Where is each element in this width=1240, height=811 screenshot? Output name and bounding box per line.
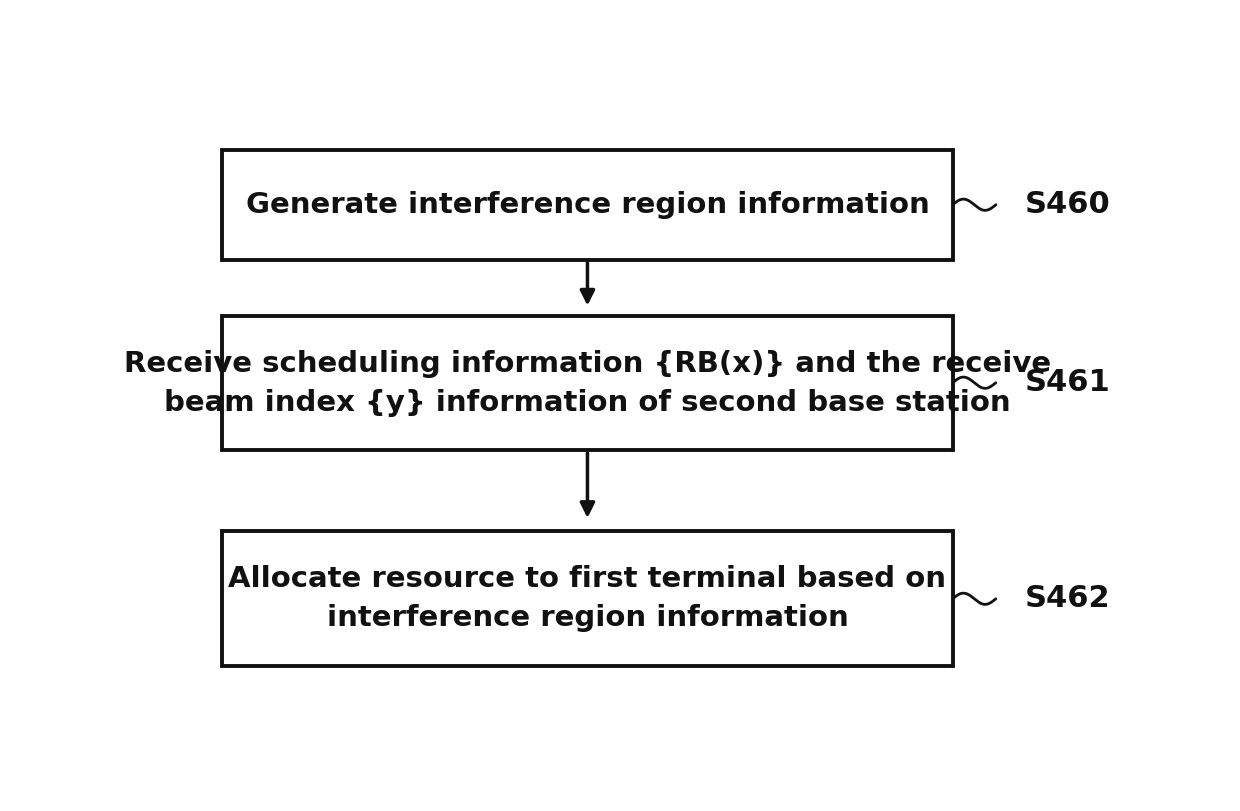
- FancyBboxPatch shape: [222, 316, 952, 450]
- Text: S460: S460: [1024, 191, 1111, 219]
- FancyBboxPatch shape: [222, 150, 952, 260]
- FancyBboxPatch shape: [222, 531, 952, 666]
- Text: S462: S462: [1024, 584, 1110, 613]
- Text: Generate interference region information: Generate interference region information: [246, 191, 929, 219]
- Text: Receive scheduling information {RB(x)} and the receive
beam index {y} informatio: Receive scheduling information {RB(x)} a…: [124, 350, 1052, 417]
- Text: S461: S461: [1024, 368, 1111, 397]
- Text: Allocate resource to first terminal based on
interference region information: Allocate resource to first terminal base…: [228, 565, 946, 632]
